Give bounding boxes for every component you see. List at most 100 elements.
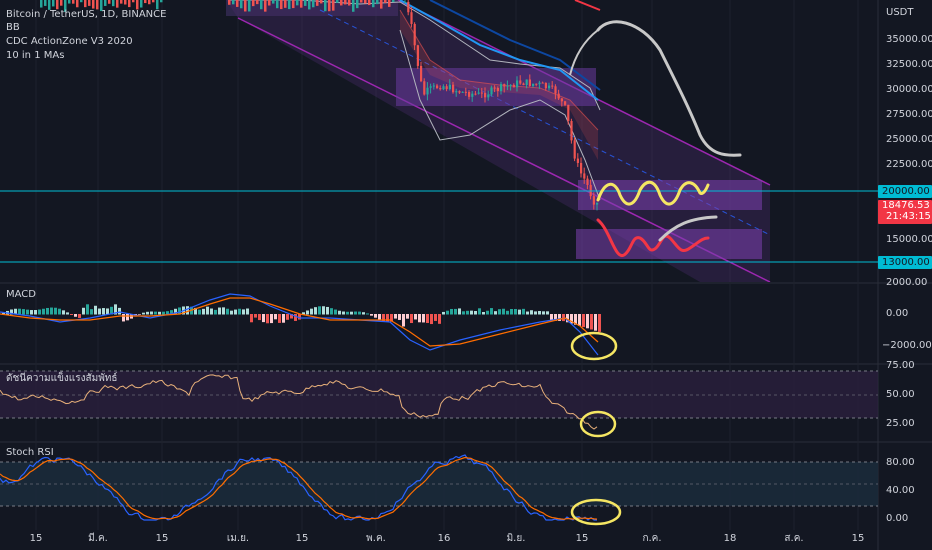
price-pane xyxy=(0,0,878,282)
candle-body xyxy=(580,162,583,174)
macd-histogram-bar xyxy=(294,314,297,321)
candle-body xyxy=(64,0,67,12)
macd-histogram-bar xyxy=(174,308,177,315)
candle-body xyxy=(567,104,570,122)
macd-histogram-bar xyxy=(234,309,237,315)
macd-histogram-bar xyxy=(246,308,249,315)
candle-body xyxy=(554,86,557,94)
rsi-title[interactable]: ดัชนีความแข็งแรงสัมพัทธ์ xyxy=(6,373,118,384)
macd-histogram-bar xyxy=(178,307,181,315)
candle-body xyxy=(528,79,531,86)
candle-body xyxy=(538,82,541,85)
macd-histogram-bar xyxy=(138,314,141,315)
rsi-tick: 50.00 xyxy=(886,389,915,400)
macd-histogram-bar xyxy=(154,311,157,315)
macd-histogram-bar xyxy=(2,312,5,315)
candle-body xyxy=(136,0,139,10)
macd-histogram-bar xyxy=(470,310,473,315)
symbol-title[interactable]: Bitcoin / TetherUS, 1D, BINANCE xyxy=(6,9,167,20)
macd-histogram-bar xyxy=(570,314,573,324)
macd-histogram-bar xyxy=(394,314,397,319)
macd-histogram-bar xyxy=(18,308,21,315)
indicator-cdc-label[interactable]: CDC ActionZone V3 2020 xyxy=(6,36,133,47)
candle-body xyxy=(292,0,295,9)
price-tag-20000: 20000.00 xyxy=(882,186,930,197)
macd-histogram-bar xyxy=(290,314,293,319)
macd-histogram-bar xyxy=(270,314,273,324)
macd-histogram-bar xyxy=(50,307,53,315)
time-label: พ.ค. xyxy=(366,533,386,544)
stoch-title[interactable]: Stoch RSI xyxy=(6,447,54,458)
macd-histogram-bar xyxy=(514,309,517,315)
candle-body xyxy=(256,0,259,5)
macd-histogram-bar xyxy=(90,309,93,315)
candle-body xyxy=(576,158,579,163)
candle-body xyxy=(384,0,387,3)
macd-histogram-bar xyxy=(230,310,233,315)
candle-body xyxy=(376,0,379,5)
candle-body xyxy=(284,0,287,8)
macd-histogram-bar xyxy=(94,305,97,315)
macd-histogram-bar xyxy=(558,314,561,321)
macd-histogram-bar xyxy=(110,306,113,315)
candle-body xyxy=(244,0,247,12)
macd-histogram-bar xyxy=(338,310,341,315)
macd-histogram-bar xyxy=(58,308,61,315)
macd-histogram-bar xyxy=(334,309,337,315)
indicator-bb-label[interactable]: BB xyxy=(6,22,20,33)
macd-histogram-bar xyxy=(582,314,585,328)
candle-body xyxy=(108,0,111,4)
candle-body xyxy=(324,0,327,12)
macd-title[interactable]: MACD xyxy=(6,289,36,300)
candle-body xyxy=(84,0,87,8)
annotation-white-arc xyxy=(596,20,742,157)
macd-histogram-bar xyxy=(490,308,493,315)
candle-body xyxy=(40,0,43,8)
macd-histogram-bar xyxy=(262,314,265,323)
candle-body xyxy=(236,0,239,7)
annotation-circle-rsi xyxy=(579,410,617,438)
price-tick: 30000.00 xyxy=(886,84,932,95)
candle-body xyxy=(56,0,59,10)
candle-body xyxy=(516,80,519,88)
macd-histogram-bar xyxy=(210,308,213,315)
macd-histogram-bar xyxy=(66,312,69,315)
candle-body xyxy=(452,84,455,93)
price-tick: 2000.00 xyxy=(886,277,928,288)
candle-body xyxy=(583,173,586,179)
time-label: ก.ค. xyxy=(642,533,662,544)
candle-body xyxy=(252,0,255,7)
candle-body xyxy=(68,0,71,4)
macd-histogram-bar xyxy=(26,309,29,315)
candle-body xyxy=(328,0,331,12)
macd-histogram-bar xyxy=(398,314,401,320)
candle-body xyxy=(80,0,83,3)
candle-body xyxy=(280,0,283,10)
rsi-pane xyxy=(0,370,878,438)
price-tick: 25000.00 xyxy=(886,134,932,145)
macd-histogram-bar xyxy=(162,311,165,315)
indicator-mas-label[interactable]: 10 in 1 MAs xyxy=(6,50,65,61)
bar-countdown: 21:43:15 xyxy=(886,211,931,222)
macd-pane xyxy=(0,293,618,361)
macd-histogram-bar xyxy=(518,309,521,315)
macd-histogram-bar xyxy=(170,310,173,315)
macd-histogram-bar xyxy=(350,311,353,315)
candle-body xyxy=(288,0,291,10)
macd-histogram-bar xyxy=(254,314,257,318)
macd-histogram-bar xyxy=(494,311,497,315)
candle-body xyxy=(332,0,335,11)
candle-body xyxy=(468,92,471,97)
candle-body xyxy=(471,93,474,97)
candle-body xyxy=(112,0,115,7)
macd-histogram-bar xyxy=(346,311,349,315)
stoch-tick: 40.00 xyxy=(886,485,915,496)
candle-body xyxy=(496,87,499,92)
macd-histogram-bar xyxy=(586,314,589,329)
macd-histogram-bar xyxy=(506,310,509,315)
candle-body xyxy=(439,88,442,90)
rsi-line xyxy=(0,374,598,430)
macd-histogram-bar xyxy=(550,314,553,321)
macd-histogram-bar xyxy=(410,314,413,324)
